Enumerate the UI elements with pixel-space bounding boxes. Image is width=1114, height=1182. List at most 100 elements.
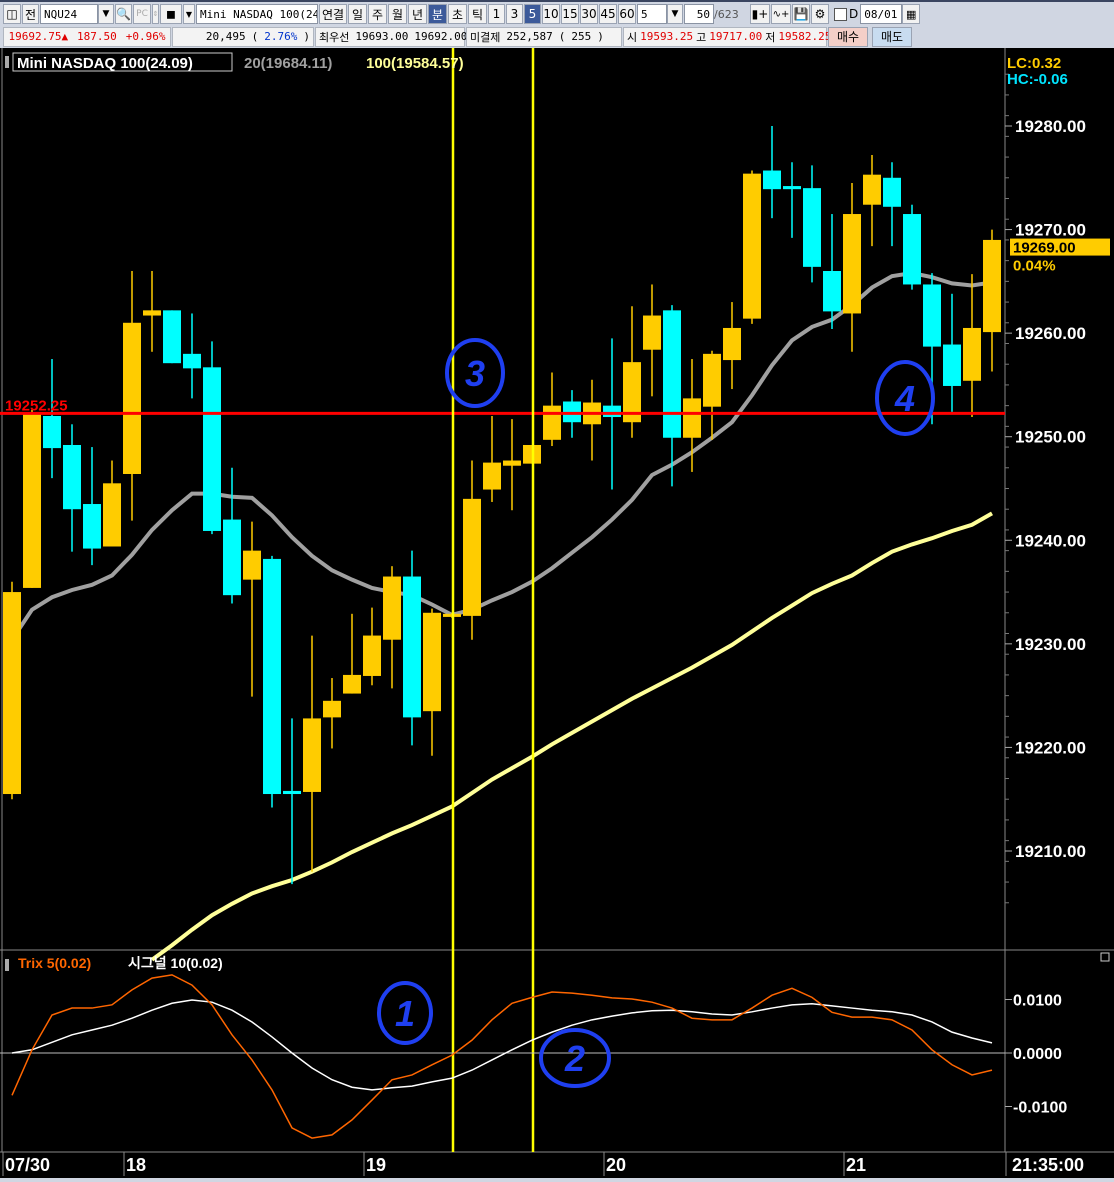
time-tick-label: 21 <box>846 1155 866 1175</box>
candle-body <box>103 483 121 547</box>
period-button-7[interactable]: 초 <box>448 4 467 24</box>
time-tick-label: 19 <box>366 1155 386 1175</box>
current-price-label: 19269.00 <box>1013 240 1076 257</box>
volume-pct: 2.76% <box>264 30 298 43</box>
period-button-1[interactable]: 연결 <box>319 4 347 24</box>
candle-body <box>663 310 681 438</box>
high-price: 19717.00 <box>709 30 763 43</box>
candle-body <box>63 444 81 510</box>
date-input[interactable]: 08/01 <box>860 4 903 24</box>
high-label: 고 <box>696 30 707 44</box>
current-change-label: 0.04% <box>1013 258 1056 275</box>
chart-area[interactable]: 19280.00 19270.00 19260.00 19250.00 19240.00… <box>0 48 1114 1178</box>
low-price: 19582.25 <box>778 30 832 43</box>
panel-layout-icon[interactable]: ◫ <box>3 4 21 24</box>
candle-body <box>3 592 21 795</box>
speaker-icon[interactable]: ◼ <box>160 4 182 24</box>
period-button-5[interactable]: 년 <box>408 4 427 24</box>
candle-body <box>123 322 141 474</box>
jeon-button[interactable]: 전 <box>22 4 39 24</box>
best-ask: 19693.00 <box>355 30 409 43</box>
price-tick-label: 19240.00 <box>1015 531 1086 550</box>
chart-toolbar: ◫ 전 NQU24 ▼ 🔍 PC ⇕ ◼ ▼ Mini NASDAQ 100(2… <box>0 3 1114 25</box>
symbol-input[interactable]: NQU24 <box>40 4 98 24</box>
panel-handle-icon <box>5 959 9 971</box>
candle-body <box>803 188 821 267</box>
interval-button-3[interactable]: 5 <box>524 4 541 24</box>
interval-button-6[interactable]: 30 <box>580 4 598 24</box>
time-tick-label: 18 <box>126 1155 146 1175</box>
count-input[interactable]: 50 <box>684 4 714 24</box>
interval-button-8[interactable]: 60 <box>618 4 636 24</box>
candle-body <box>183 353 201 369</box>
candle-body <box>223 519 241 596</box>
pc-icon[interactable]: PC <box>133 4 151 24</box>
annotation-4-circle <box>875 360 935 436</box>
panel-close-icon <box>1100 952 1110 962</box>
candle-body <box>343 674 361 694</box>
updown-icon[interactable]: ⇕ <box>152 4 159 24</box>
trix-legend: Trix 5(0.02) <box>18 955 91 971</box>
time-tick-label: 07/30 <box>5 1155 50 1175</box>
period-button-8[interactable]: 틱 <box>468 4 487 24</box>
period-button-3[interactable]: 주 <box>368 4 387 24</box>
candle-body <box>883 177 901 207</box>
lc-label: LC:0.32 <box>1007 55 1061 72</box>
calendar-icon[interactable]: ▦ <box>902 4 921 24</box>
trix-line <box>11 974 993 1139</box>
price-tick-label: 19280.00 <box>1015 117 1086 136</box>
oi-change: 255 <box>571 30 592 43</box>
price-tick-label: 19220.00 <box>1015 738 1086 757</box>
annotation-3: 3 <box>465 353 485 394</box>
support-line-label: 19252.25 <box>5 397 68 414</box>
search-icon[interactable]: 🔍 <box>115 4 132 24</box>
trix-tick-label: 0.0000 <box>1013 1046 1062 1063</box>
period-button-2[interactable]: 일 <box>348 4 367 24</box>
candle-body <box>543 405 561 440</box>
price-tick-label: 19250.00 <box>1015 428 1086 447</box>
interval-dropdown-icon[interactable]: ▼ <box>667 4 683 24</box>
candle-body <box>703 353 721 407</box>
price-change: 187.50 <box>77 30 117 43</box>
interval-select[interactable]: 5 <box>637 4 667 24</box>
symbol-dropdown-icon[interactable]: ▼ <box>98 4 114 24</box>
interval-button-1[interactable]: 1 <box>488 4 505 24</box>
candle-body <box>643 315 661 350</box>
save-icon[interactable]: 💾 <box>792 4 810 24</box>
annotation-2-circle <box>539 1028 611 1088</box>
speaker-dropdown-icon[interactable]: ▼ <box>183 4 195 24</box>
indicator-add-icon[interactable]: ∿+ <box>771 4 791 24</box>
price-change-segment: 19692.75▲ 187.50 +0.96% <box>3 26 171 47</box>
candle-body <box>723 327 741 361</box>
sell-button[interactable]: 매도 <box>872 26 912 47</box>
candle-body <box>483 462 501 490</box>
paren: ) <box>303 30 310 43</box>
gear-icon[interactable]: ⚙ <box>811 4 829 24</box>
chart-svg[interactable]: 19280.0019270.0019260.0019250.0019240.00… <box>0 48 1114 1178</box>
candle-body <box>23 412 41 588</box>
candle-body <box>563 401 581 423</box>
annotation-1: 1 <box>395 993 415 1034</box>
period-button-4[interactable]: 월 <box>388 4 407 24</box>
interval-button-4[interactable]: 10 <box>542 4 560 24</box>
candle-body <box>983 239 1001 333</box>
interval-button-5[interactable]: 15 <box>561 4 579 24</box>
trix-tick-label: -0.0100 <box>1013 1100 1067 1117</box>
candle-add-icon[interactable]: ▮+ <box>750 4 770 24</box>
paren: ( <box>558 30 566 43</box>
period-button-6[interactable]: 분 <box>428 4 447 24</box>
window-top-border <box>0 0 1114 2</box>
signal-line <box>11 999 993 1091</box>
candle-body <box>143 310 161 316</box>
d-checkbox[interactable] <box>834 7 847 21</box>
open-label: 시 <box>627 30 638 44</box>
buy-button[interactable]: 매수 <box>828 26 868 47</box>
interval-button-7[interactable]: 45 <box>599 4 617 24</box>
candle-body <box>763 170 781 190</box>
time-last-label: 21:35:00 <box>1012 1155 1084 1175</box>
price-tick-label: 19260.00 <box>1015 324 1086 343</box>
d-label: D <box>849 7 859 21</box>
interval-button-2[interactable]: 3 <box>506 4 523 24</box>
candle-body <box>823 270 841 312</box>
candle-body <box>283 790 301 795</box>
